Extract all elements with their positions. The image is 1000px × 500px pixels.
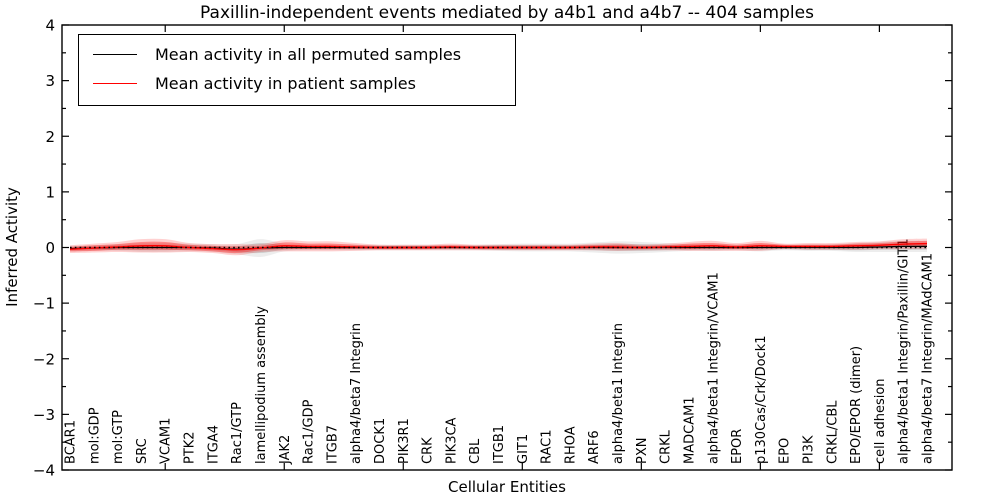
entity-label: PIK3R1: [397, 418, 412, 464]
entity-label: BCAR1: [64, 420, 79, 464]
entity-label: alpha4/beta7 Integrin: [349, 323, 364, 464]
entity-label: EPOR: [730, 429, 745, 464]
entity-label: MADCAM1: [682, 396, 697, 464]
entity-label: CBL: [468, 438, 483, 464]
entity-label: lamellipodium assembly: [254, 306, 269, 464]
entity-label: alpha4/beta1 Integrin/VCAM1: [706, 272, 721, 464]
entity-label: EPO/EPOR (dimer): [849, 346, 864, 464]
legend-label-permuted: Mean activity in all permuted samples: [155, 45, 462, 64]
entity-label: ITGA4: [206, 425, 221, 464]
y-tick-label: 2: [45, 128, 55, 146]
entity-label: ARF6: [587, 430, 602, 464]
y-tick-label: −1: [33, 295, 55, 313]
axis-ticks: [62, 24, 952, 471]
legend-entry-permuted: Mean activity in all permuted samples: [93, 40, 505, 69]
entity-label: alpha4/beta1 Integrin/Paxillin/GIT1: [897, 238, 912, 464]
entity-label: RHOA: [563, 426, 578, 464]
entity-label: PTK2: [183, 431, 198, 464]
x-axis-label: Cellular Entities: [448, 478, 566, 496]
y-tick-label: −4: [33, 462, 55, 480]
x-entity-labels: BCAR1 mol:GDP mol:GTP SRC VCAM1 PTK2 ITGA4 Rac1…: [64, 238, 936, 465]
y-tick-label: 0: [45, 239, 55, 257]
entity-label: DOCK1: [373, 418, 388, 464]
entity-label: Rac1/GTP: [230, 402, 245, 464]
entity-label: JAK2: [278, 435, 293, 465]
entity-label: RAC1: [540, 429, 555, 464]
y-axis-label: Inferred Activity: [3, 187, 21, 307]
legend-label-patient: Mean activity in patient samples: [155, 74, 416, 93]
entity-label: SRC: [135, 438, 150, 464]
legend: Mean activity in all permuted samples Me…: [78, 34, 516, 106]
entity-label: VCAM1: [159, 418, 174, 464]
y-tick-labels: 4 3 2 1 0 −1 −2 −3 −4: [33, 17, 55, 480]
entity-label: PIK3CA: [444, 417, 459, 464]
entity-label: ITGB1: [492, 425, 507, 464]
entity-label: GIT1: [516, 434, 531, 464]
y-tick-label: 3: [45, 72, 55, 90]
entity-label: PI3K: [802, 435, 817, 464]
entity-label: mol:GDP: [87, 407, 102, 464]
patient-line-swatch: [93, 83, 137, 84]
legend-entry-patient: Mean activity in patient samples: [93, 69, 505, 98]
entity-label: CRKL: [659, 429, 674, 464]
entity-label: cell adhesion: [873, 378, 888, 464]
entity-label: CRK: [421, 437, 436, 464]
entity-label: p130Cas/Crk/Dock1: [754, 335, 769, 464]
permuted-line-swatch: [93, 54, 137, 55]
entity-label: PXN: [635, 438, 650, 464]
entity-label: EPO: [778, 438, 793, 464]
entity-label: alpha4/beta7 Integrin/MAdCAM1: [921, 253, 936, 464]
chart-title: Paxillin-independent events mediated by …: [200, 3, 814, 23]
y-tick-label: −3: [33, 406, 55, 424]
y-tick-label: 1: [45, 183, 55, 201]
entity-label: alpha4/beta1 Integrin: [611, 323, 626, 464]
entity-label: Rac1/GDP: [302, 399, 317, 464]
entity-label: mol:GTP: [111, 410, 126, 464]
entity-label: ITGB7: [325, 425, 340, 464]
entity-label: CRKL/CBL: [825, 400, 840, 464]
y-tick-label: 4: [45, 17, 55, 35]
y-tick-label: −2: [33, 350, 55, 368]
